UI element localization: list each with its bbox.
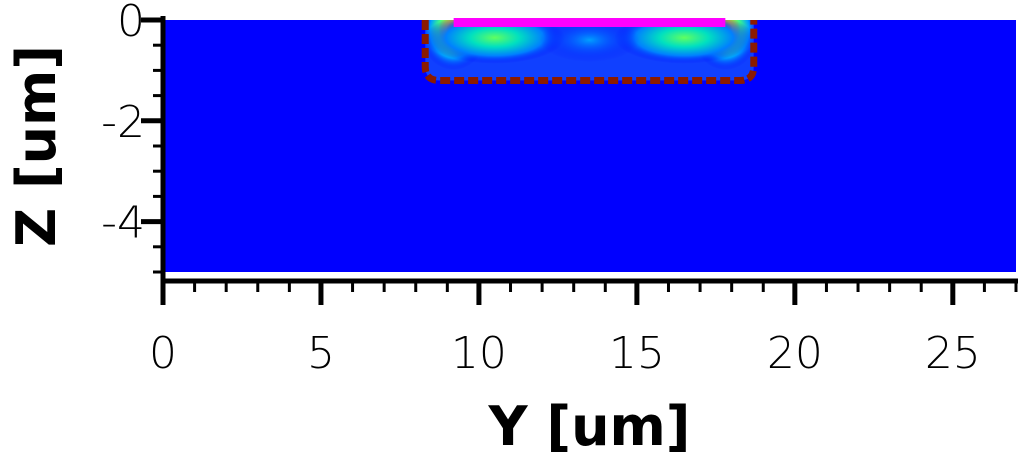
x-tick-label: 5 — [307, 328, 335, 379]
axes — [141, 16, 1018, 305]
x-tick-label: 20 — [767, 328, 823, 379]
electrode — [453, 18, 726, 27]
x-tick-label: 0 — [149, 328, 177, 379]
x-axis-title: Y [um] — [488, 395, 691, 457]
x-tick-label: 15 — [609, 328, 665, 379]
y-tick-label: 0 — [117, 0, 145, 47]
field-center — [539, 20, 640, 62]
x-tick-label: 25 — [925, 328, 981, 379]
junction-field-region — [425, 20, 754, 81]
x-tick-label: 10 — [451, 328, 507, 379]
y-tick-labels: 0 -2 -4 — [101, 0, 145, 249]
y-tick-label: -4 — [101, 198, 145, 249]
junction-boundary — [421, 20, 758, 84]
y-tick-label: -2 — [101, 97, 145, 148]
x-tick-labels: 0 5 10 15 20 25 — [149, 328, 981, 379]
y-axis-title: Z [um] — [5, 45, 68, 247]
